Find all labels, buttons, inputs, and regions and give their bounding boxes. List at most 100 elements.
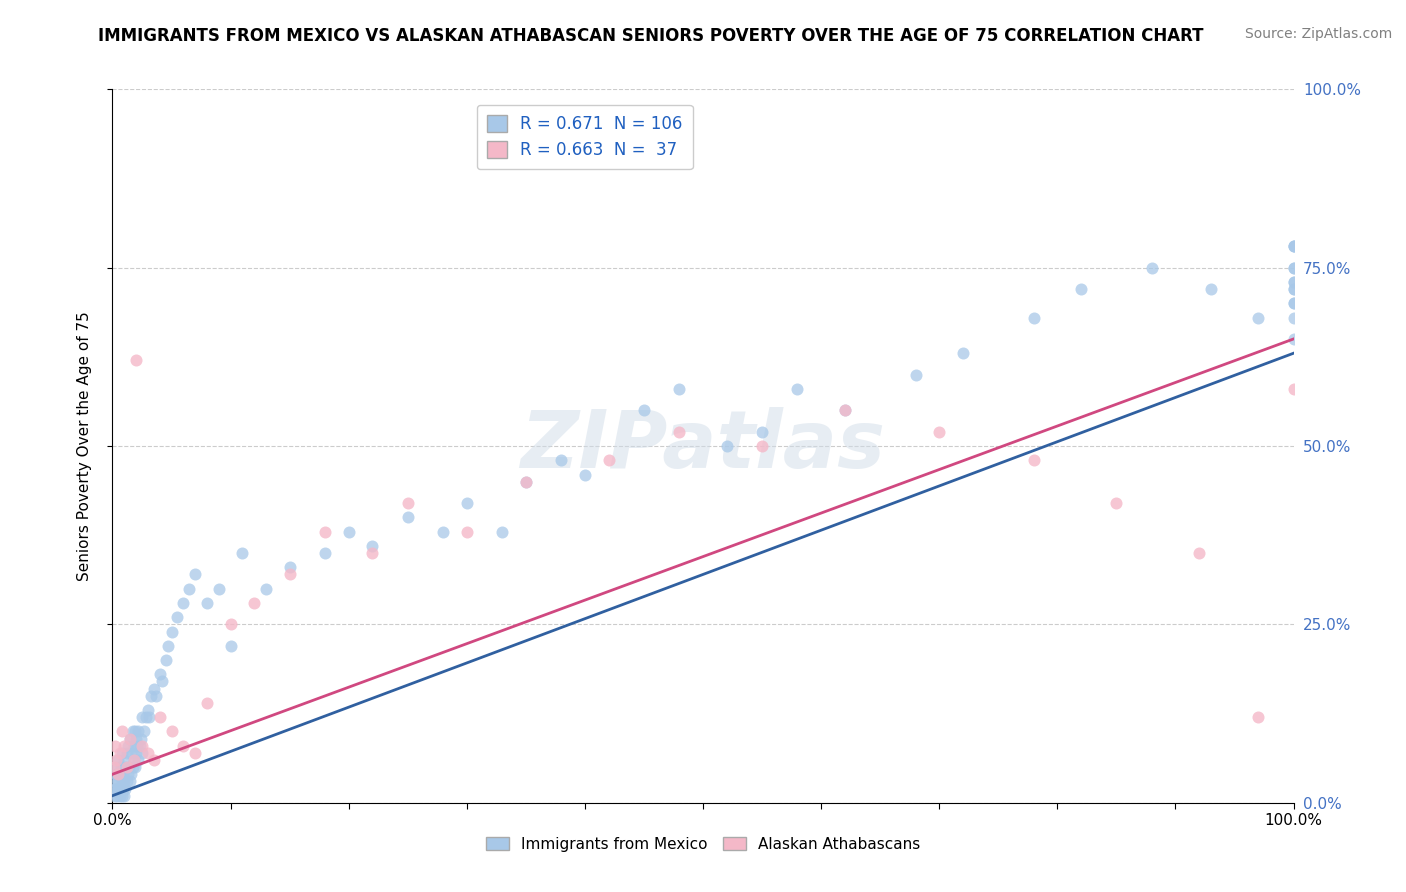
Point <box>128 739 150 753</box>
Point <box>127 739 149 753</box>
Point <box>1282 282 1305 296</box>
Point <box>1282 296 1305 310</box>
Point <box>120 746 142 760</box>
Point <box>278 567 301 582</box>
Point <box>125 731 148 746</box>
Point <box>160 724 183 739</box>
Point <box>112 767 135 781</box>
Point <box>1282 282 1305 296</box>
Point <box>928 425 950 439</box>
Point <box>904 368 927 382</box>
Point <box>1140 260 1163 275</box>
Point <box>114 781 136 796</box>
Point <box>124 760 146 774</box>
Point <box>633 403 655 417</box>
Point <box>120 731 142 746</box>
Point <box>515 475 537 489</box>
Point <box>179 582 201 596</box>
Point <box>172 739 194 753</box>
Point <box>243 596 266 610</box>
Point <box>160 624 183 639</box>
Point <box>456 524 478 539</box>
Point <box>574 467 596 482</box>
Point <box>105 767 128 781</box>
Point <box>598 453 620 467</box>
Point <box>108 746 131 760</box>
Point <box>314 546 336 560</box>
Point <box>1282 260 1305 275</box>
Point <box>136 703 159 717</box>
Point <box>751 425 773 439</box>
Point <box>155 653 177 667</box>
Point <box>131 739 153 753</box>
Point <box>125 353 148 368</box>
Point <box>112 753 135 767</box>
Point <box>111 746 134 760</box>
Point <box>124 724 146 739</box>
Point <box>184 746 207 760</box>
Point <box>105 753 128 767</box>
Point <box>103 781 125 796</box>
Point <box>184 567 207 582</box>
Text: ZIPatlas: ZIPatlas <box>520 407 886 485</box>
Point <box>108 789 131 803</box>
Point <box>107 781 129 796</box>
Point <box>110 781 132 796</box>
Point <box>115 746 138 760</box>
Point <box>1070 282 1092 296</box>
Point <box>107 767 129 781</box>
Point <box>208 582 231 596</box>
Point <box>716 439 738 453</box>
Point <box>114 760 136 774</box>
Point <box>107 774 129 789</box>
Point <box>195 696 218 710</box>
Point <box>668 425 690 439</box>
Point <box>131 746 153 760</box>
Point <box>105 781 128 796</box>
Point <box>110 760 132 774</box>
Point <box>1022 453 1045 467</box>
Point <box>122 753 145 767</box>
Point <box>1282 310 1305 325</box>
Point <box>491 524 513 539</box>
Point <box>1022 310 1045 325</box>
Point <box>115 774 138 789</box>
Point <box>1282 239 1305 253</box>
Point <box>103 760 125 774</box>
Point <box>117 739 139 753</box>
Point <box>1199 282 1222 296</box>
Point <box>1282 260 1305 275</box>
Point <box>121 724 143 739</box>
Point <box>786 382 808 396</box>
Point <box>456 496 478 510</box>
Point <box>834 403 856 417</box>
Point <box>337 524 360 539</box>
Point <box>120 731 142 746</box>
Point <box>127 724 149 739</box>
Point <box>1247 710 1270 724</box>
Legend: Immigrants from Mexico, Alaskan Athabascans: Immigrants from Mexico, Alaskan Athabasc… <box>478 829 928 859</box>
Point <box>1282 275 1305 289</box>
Point <box>432 524 454 539</box>
Point <box>104 789 127 803</box>
Point <box>751 439 773 453</box>
Point <box>550 453 572 467</box>
Point <box>515 475 537 489</box>
Point <box>254 582 277 596</box>
Point <box>150 674 173 689</box>
Point <box>112 774 135 789</box>
Point <box>122 753 145 767</box>
Point <box>396 496 419 510</box>
Point <box>166 610 188 624</box>
Point <box>219 639 242 653</box>
Point <box>112 739 135 753</box>
Point <box>1282 275 1305 289</box>
Point <box>145 689 167 703</box>
Point <box>105 760 128 774</box>
Y-axis label: Seniors Poverty Over the Age of 75: Seniors Poverty Over the Age of 75 <box>77 311 91 581</box>
Point <box>131 710 153 724</box>
Point <box>668 382 690 396</box>
Point <box>115 760 138 774</box>
Point <box>1282 332 1305 346</box>
Point <box>120 767 142 781</box>
